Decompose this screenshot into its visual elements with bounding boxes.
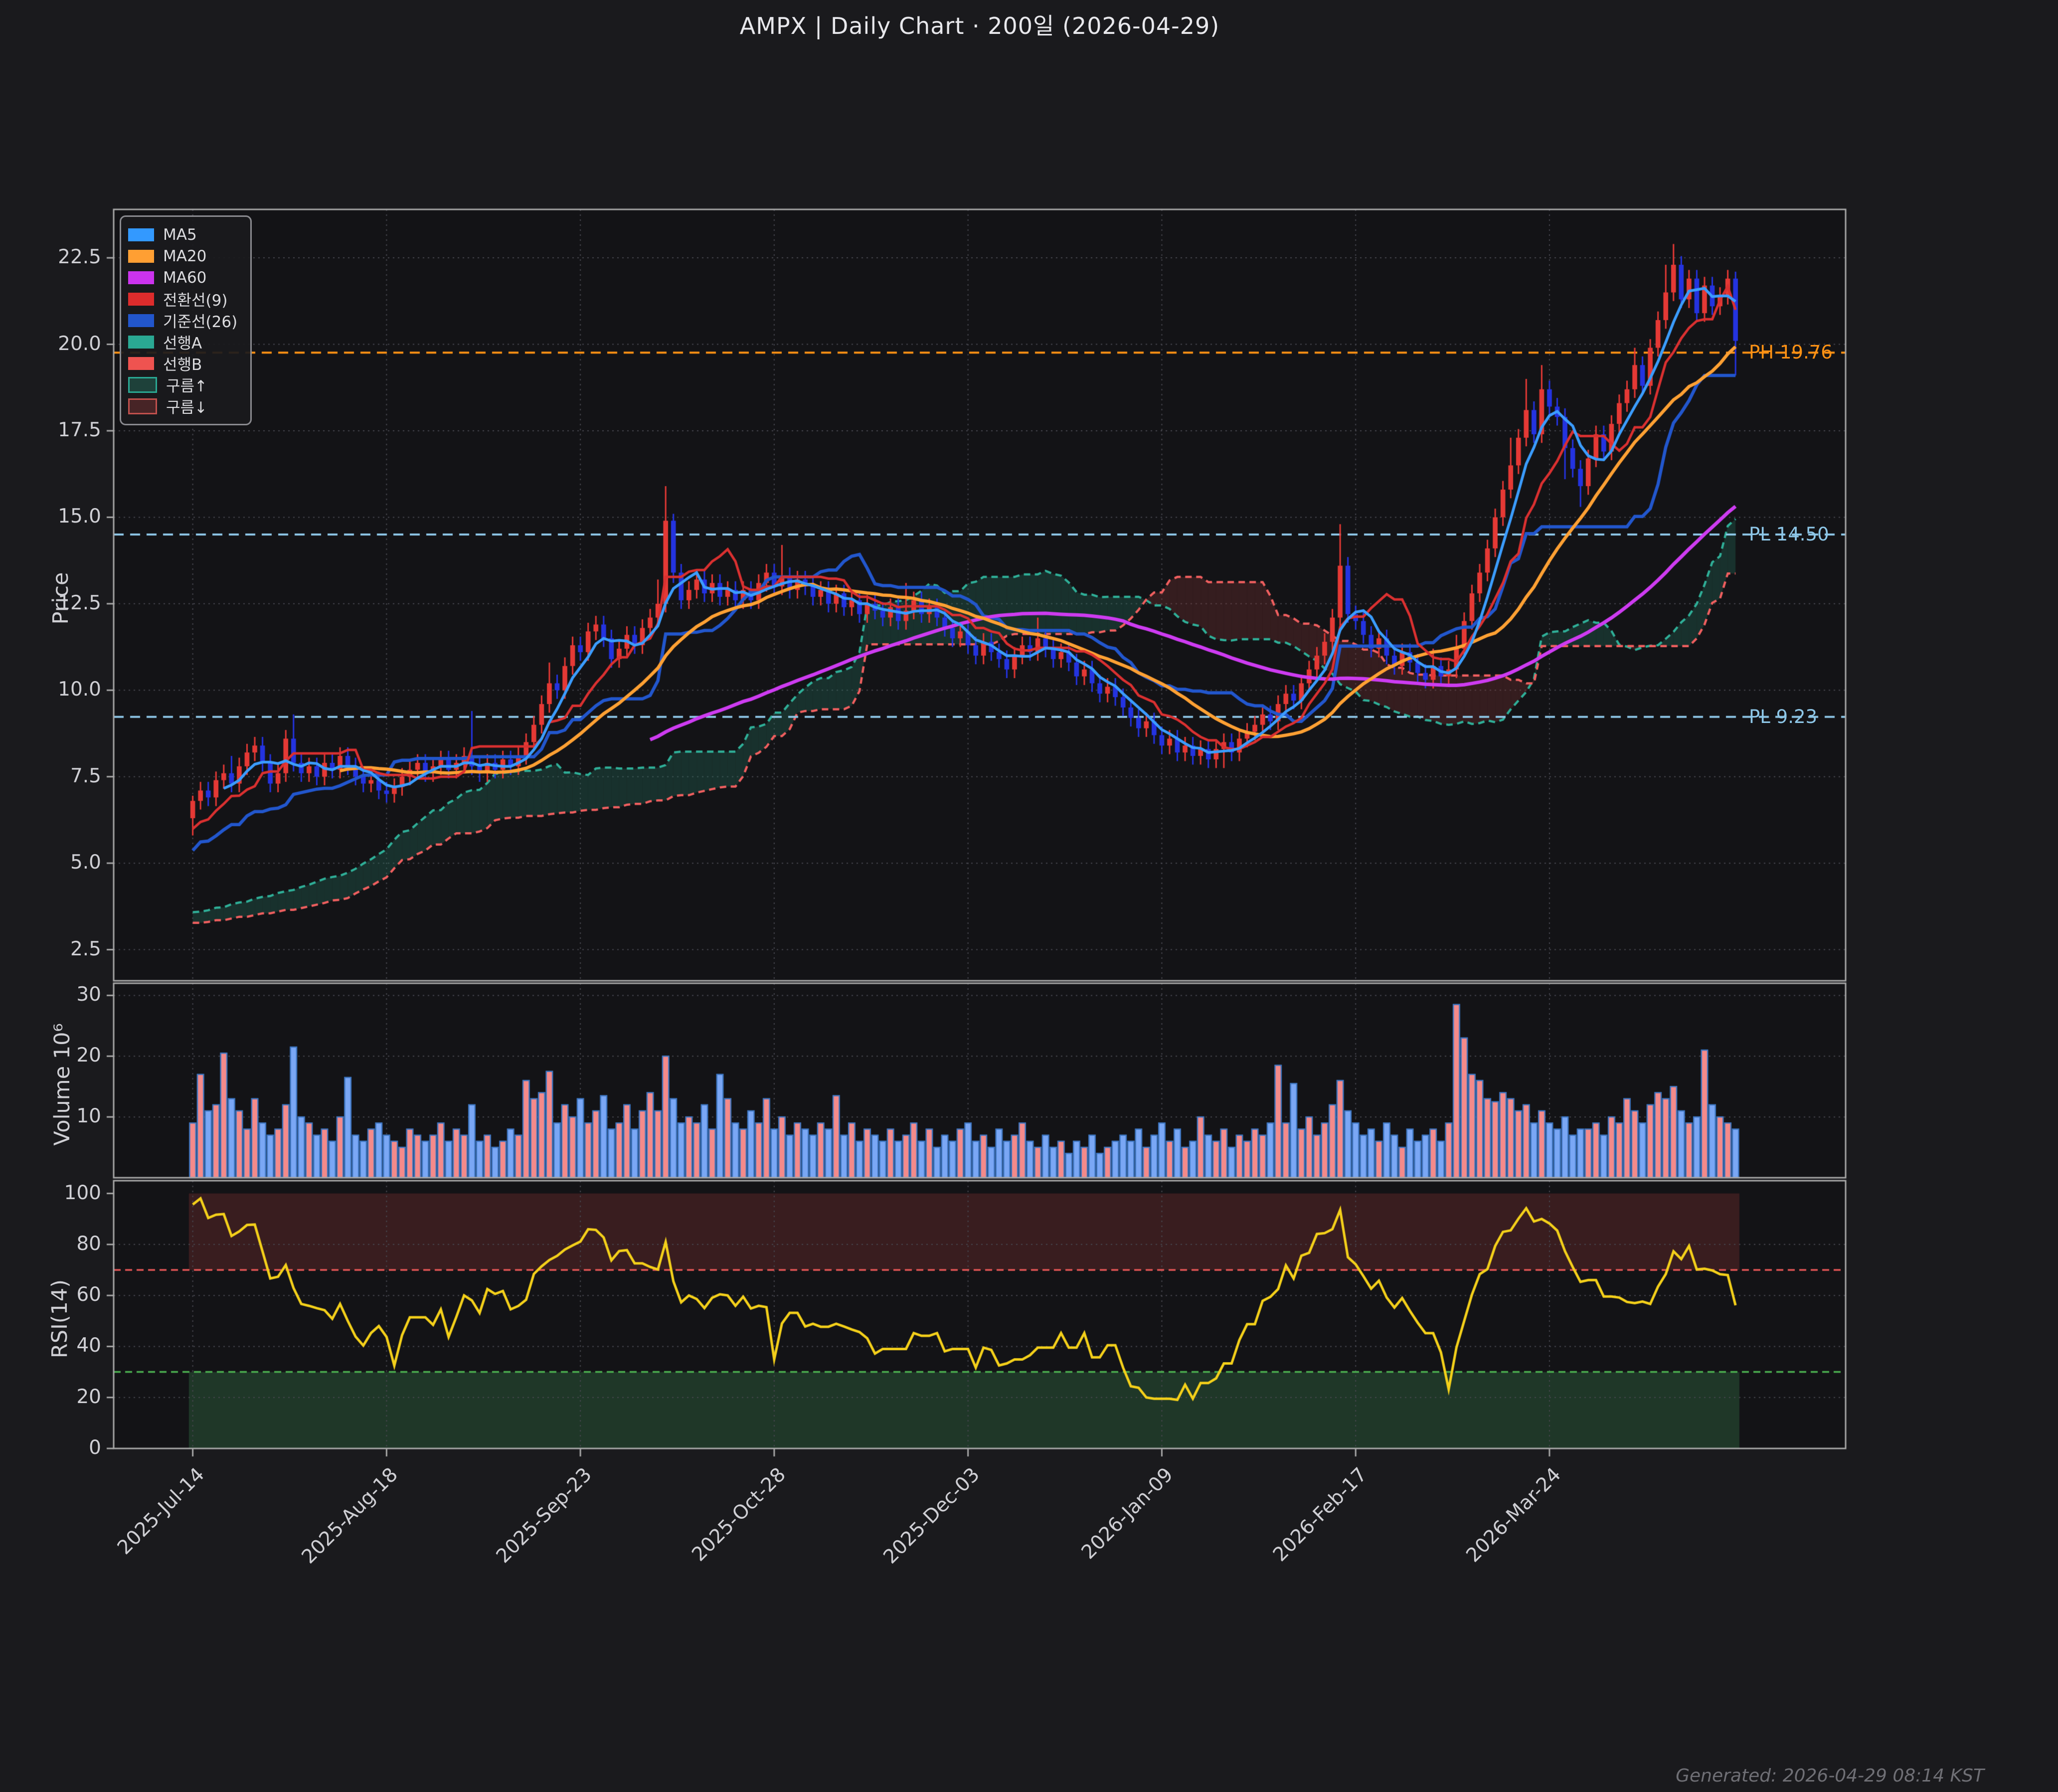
legend: MA5 MA20 MA60 전환선(9) 기준선(26) 선행A 선행B 구름↑ 구름↓ (120, 215, 252, 425)
legend-label: 구름↓ (166, 399, 208, 417)
y-tick-label: 100 (64, 1181, 101, 1204)
legend-item: 전환선(9) (128, 288, 237, 310)
legend-swatch-line (128, 292, 154, 306)
y-tick-label: 7.5 (70, 764, 101, 787)
legend-item: MA5 (128, 224, 237, 245)
legend-swatch-line (128, 271, 154, 284)
legend-item: 선행A (128, 331, 237, 353)
rsi-axis-label: RSI(14) (47, 1279, 72, 1359)
pivot-low-label-1: PL 14.50 (1749, 524, 1829, 545)
chart-title: AMPX | Daily Chart · 200일 (2026-04-29) (739, 12, 1220, 39)
y-tick-label: 20 (76, 1044, 101, 1067)
legend-item: 구름↓ (128, 395, 237, 417)
y-tick-label: 15.0 (58, 505, 101, 528)
legend-item: 기준선(26) (128, 310, 237, 331)
legend-swatch-line (128, 249, 154, 263)
generated-timestamp: Generated: 2026-04-29 08:14 KST (1676, 1766, 1984, 1786)
y-tick-label: 20.0 (58, 332, 101, 355)
legend-swatch-line (128, 335, 154, 349)
legend-item: 선행B (128, 353, 237, 374)
y-tick-label: 0 (89, 1436, 101, 1459)
y-tick-label: 17.5 (58, 418, 101, 441)
legend-label: 기준선(26) (163, 313, 238, 331)
legend-label: 구름↑ (166, 377, 208, 395)
y-tick-label: 2.5 (70, 937, 101, 960)
legend-item: 구름↑ (128, 374, 237, 395)
y-tick-label: 10 (76, 1105, 101, 1128)
legend-swatch-patch (128, 398, 157, 414)
y-tick-label: 20 (76, 1385, 101, 1408)
pivot-low-label-2: PL 9.23 (1749, 706, 1818, 727)
y-tick-label: 22.5 (58, 246, 101, 269)
legend-item: MA20 (128, 245, 237, 267)
y-tick-label: 10.0 (58, 678, 101, 701)
legend-label: MA60 (163, 268, 207, 287)
legend-label: 선행B (163, 356, 202, 374)
legend-label: 전환선(9) (163, 292, 228, 310)
y-tick-label: 40 (76, 1334, 101, 1357)
legend-label: MA20 (163, 247, 207, 265)
legend-label: 선행A (163, 335, 202, 353)
legend-swatch-line (128, 357, 154, 370)
legend-item: MA60 (128, 267, 237, 288)
pivot-high-label: PH 19.76 (1749, 342, 1833, 363)
y-tick-label: 80 (76, 1232, 101, 1255)
volume-axis-label: Volume 10⁶ (50, 1023, 75, 1146)
legend-swatch-line (128, 314, 154, 327)
y-tick-label: 5.0 (70, 851, 101, 874)
legend-swatch-line (128, 228, 154, 241)
legend-swatch-patch (128, 376, 157, 393)
y-tick-label: 12.5 (58, 591, 101, 614)
legend-label: MA5 (163, 225, 197, 244)
y-tick-label: 30 (76, 983, 101, 1006)
y-tick-label: 60 (76, 1283, 101, 1306)
